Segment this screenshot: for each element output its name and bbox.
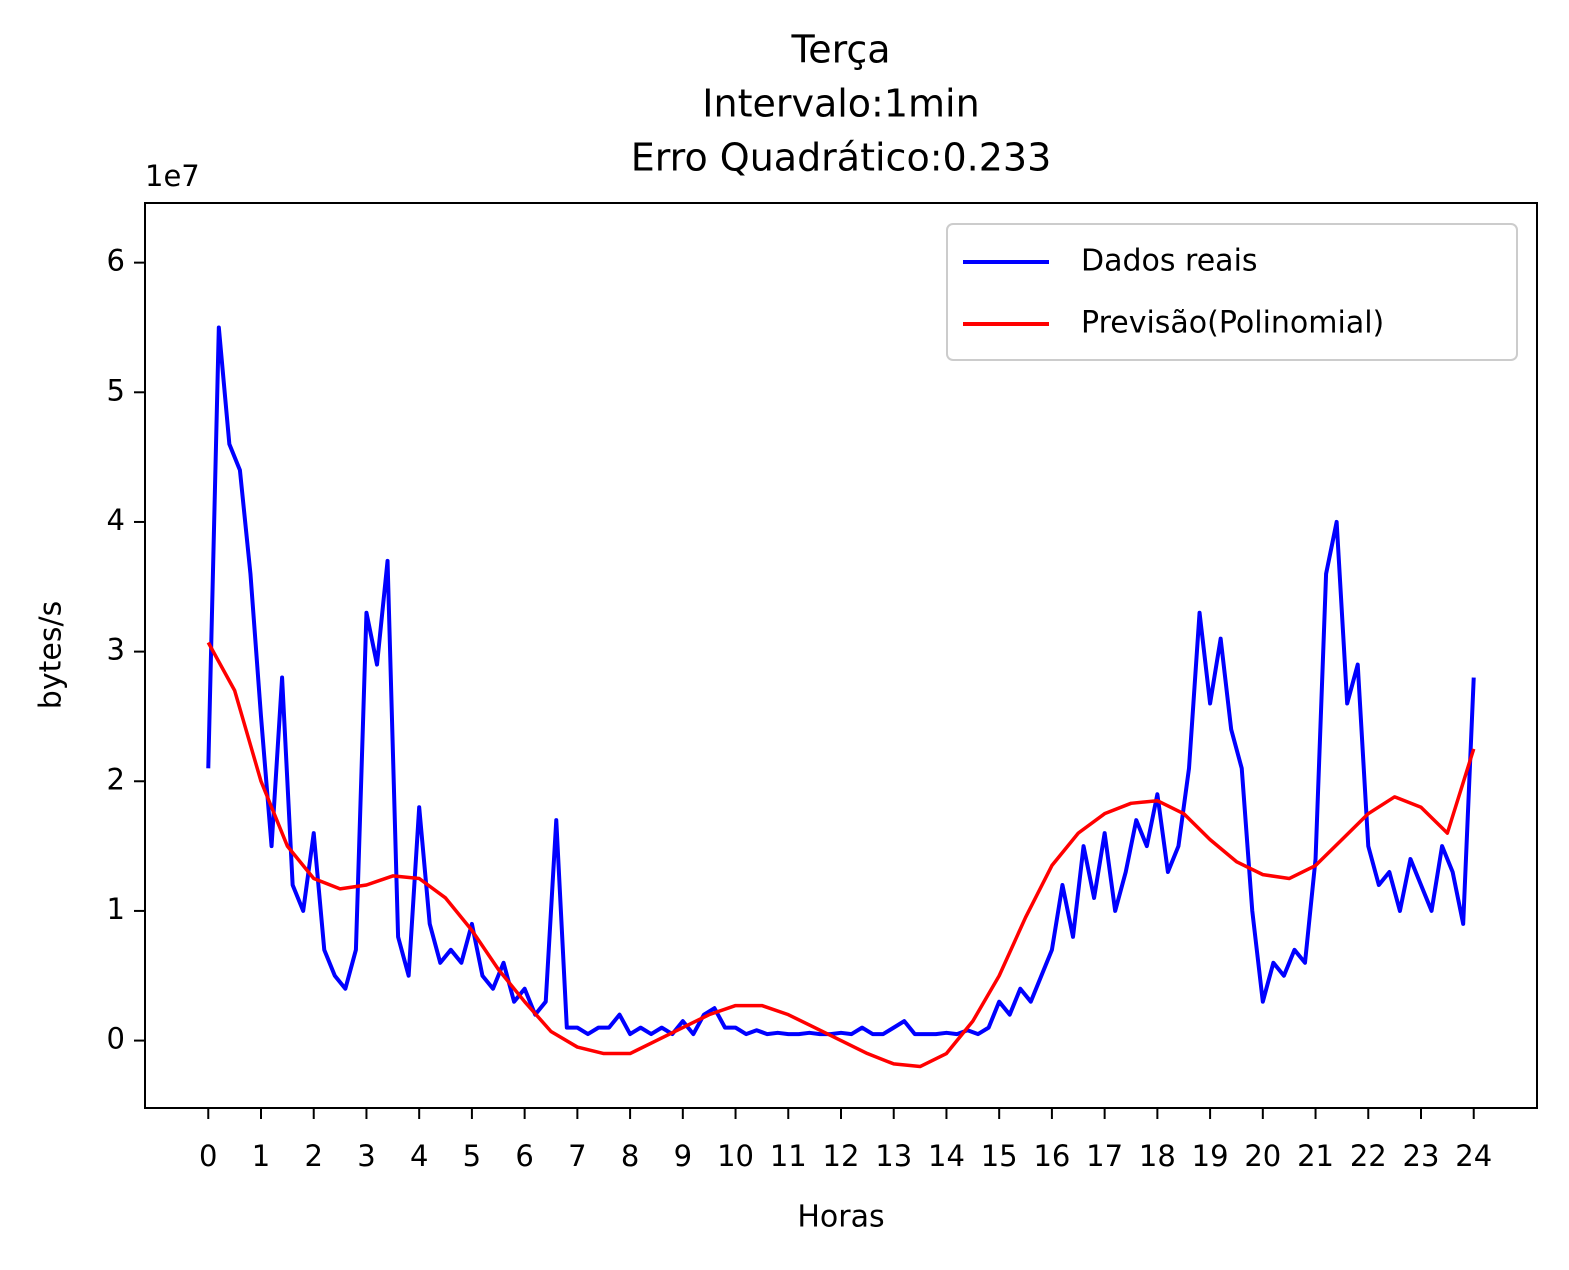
y-tick-label: 4 [107, 503, 125, 537]
x-tick-label: 9 [674, 1139, 692, 1173]
x-tick-label: 13 [875, 1139, 912, 1173]
chart-title: Erro Quadrático:0.233 [631, 136, 1052, 180]
x-tick-label: 21 [1297, 1139, 1334, 1173]
y-offset-label: 1e7 [145, 159, 200, 193]
x-tick-label: 2 [305, 1139, 323, 1173]
y-tick-label: 6 [107, 244, 125, 278]
x-tick-label: 0 [199, 1139, 217, 1173]
chart-title: Intervalo:1min [702, 82, 979, 126]
x-tick-label: 16 [1033, 1139, 1070, 1173]
y-tick-label: 3 [107, 633, 125, 667]
x-tick-label: 12 [823, 1139, 860, 1173]
x-tick-label: 19 [1192, 1139, 1229, 1173]
data-line [206, 325, 1476, 1037]
x-tick-label: 8 [621, 1139, 639, 1173]
plot-frame [144, 202, 1538, 1109]
x-tick-label: 3 [357, 1139, 375, 1173]
y-tick-label: 1 [107, 892, 125, 926]
x-tick-label: 5 [463, 1139, 481, 1173]
legend-label: Previsão(Polinomial) [1081, 306, 1384, 341]
y-tick-label: 0 [107, 1022, 125, 1056]
x-axis-label: Horas [797, 1200, 884, 1235]
x-tick-label: 23 [1403, 1139, 1440, 1173]
chart-title: Terça [790, 28, 890, 72]
legend-label: Dados reais [1081, 244, 1258, 279]
y-tick-label: 5 [107, 373, 125, 407]
data-line [206, 641, 1476, 1069]
x-tick-label: 11 [770, 1139, 807, 1173]
x-tick-label: 7 [568, 1139, 586, 1173]
x-tick-label: 20 [1244, 1139, 1281, 1173]
x-tick-label: 1 [252, 1139, 270, 1173]
y-tick-label: 2 [107, 762, 125, 796]
x-tick-label: 14 [928, 1139, 965, 1173]
x-tick-label: 10 [717, 1139, 754, 1173]
x-tick-label: 24 [1455, 1139, 1492, 1173]
x-tick-label: 17 [1086, 1139, 1123, 1173]
x-tick-label: 4 [410, 1139, 428, 1173]
y-axis-label: bytes/s [34, 601, 69, 709]
legend-box [946, 223, 1518, 361]
x-tick-label: 15 [981, 1139, 1018, 1173]
x-tick-label: 18 [1139, 1139, 1176, 1173]
x-tick-label: 22 [1350, 1139, 1387, 1173]
x-tick-label: 6 [515, 1139, 533, 1173]
